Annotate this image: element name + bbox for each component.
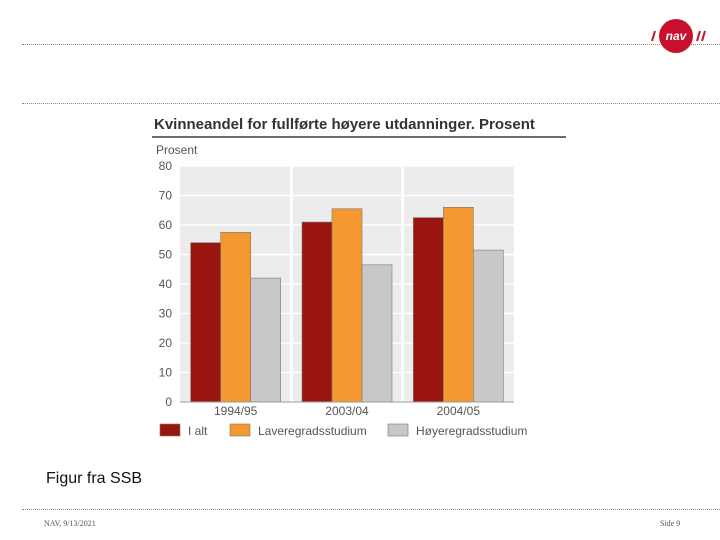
legend-swatch <box>229 423 251 437</box>
bar <box>220 232 251 403</box>
y-tick-label: 30 <box>159 307 173 321</box>
chart-title-rule <box>152 136 566 138</box>
bar <box>413 217 444 403</box>
legend-swatch <box>387 423 409 437</box>
y-tick-label: 70 <box>159 189 173 203</box>
top-dotted-rule <box>22 44 720 45</box>
bar <box>301 221 333 403</box>
y-tick-label: 60 <box>159 218 173 232</box>
x-tick-label: 2003/04 <box>325 404 369 418</box>
bar <box>361 264 393 403</box>
bar <box>331 208 363 403</box>
y-tick-label: 0 <box>165 395 172 409</box>
svg-text:nav: nav <box>666 29 688 43</box>
y-tick-label: 10 <box>159 366 173 380</box>
y-tick-label: 20 <box>159 336 173 350</box>
legend-label: I alt <box>188 424 208 438</box>
y-tick-label: 80 <box>159 159 173 173</box>
y-axis-label: Prosent <box>156 143 198 157</box>
bar <box>443 207 474 403</box>
footer-page-number: Side 9 <box>660 519 681 528</box>
y-tick-label: 40 <box>159 277 173 291</box>
legend-label: Laveregradsstudium <box>258 424 367 438</box>
bar <box>473 249 504 403</box>
x-tick-label: 2004/05 <box>437 404 481 418</box>
bar-chart: Prosent 0 10 20 30 40 50 60 70 80 1994/95 2003/04 20… <box>156 143 527 438</box>
x-tick-label: 1994/95 <box>214 404 258 418</box>
legend-label: Høyeregradsstudium <box>416 424 527 438</box>
second-dotted-rule <box>22 103 720 104</box>
bar <box>190 242 221 403</box>
nav-logo: nav <box>651 19 706 53</box>
legend-swatch <box>159 423 181 437</box>
y-tick-label: 50 <box>159 248 173 262</box>
chart-title: Kvinneandel for fullførte høyere utdanni… <box>154 116 535 133</box>
footer-date: NAV, 9/13/2021 <box>44 519 96 528</box>
figure-caption: Figur fra SSB <box>46 470 143 487</box>
footer-dotted-rule <box>22 509 720 510</box>
bar <box>250 277 281 403</box>
chart-panel: Kvinneandel for fullførte høyere utdanni… <box>148 110 568 448</box>
